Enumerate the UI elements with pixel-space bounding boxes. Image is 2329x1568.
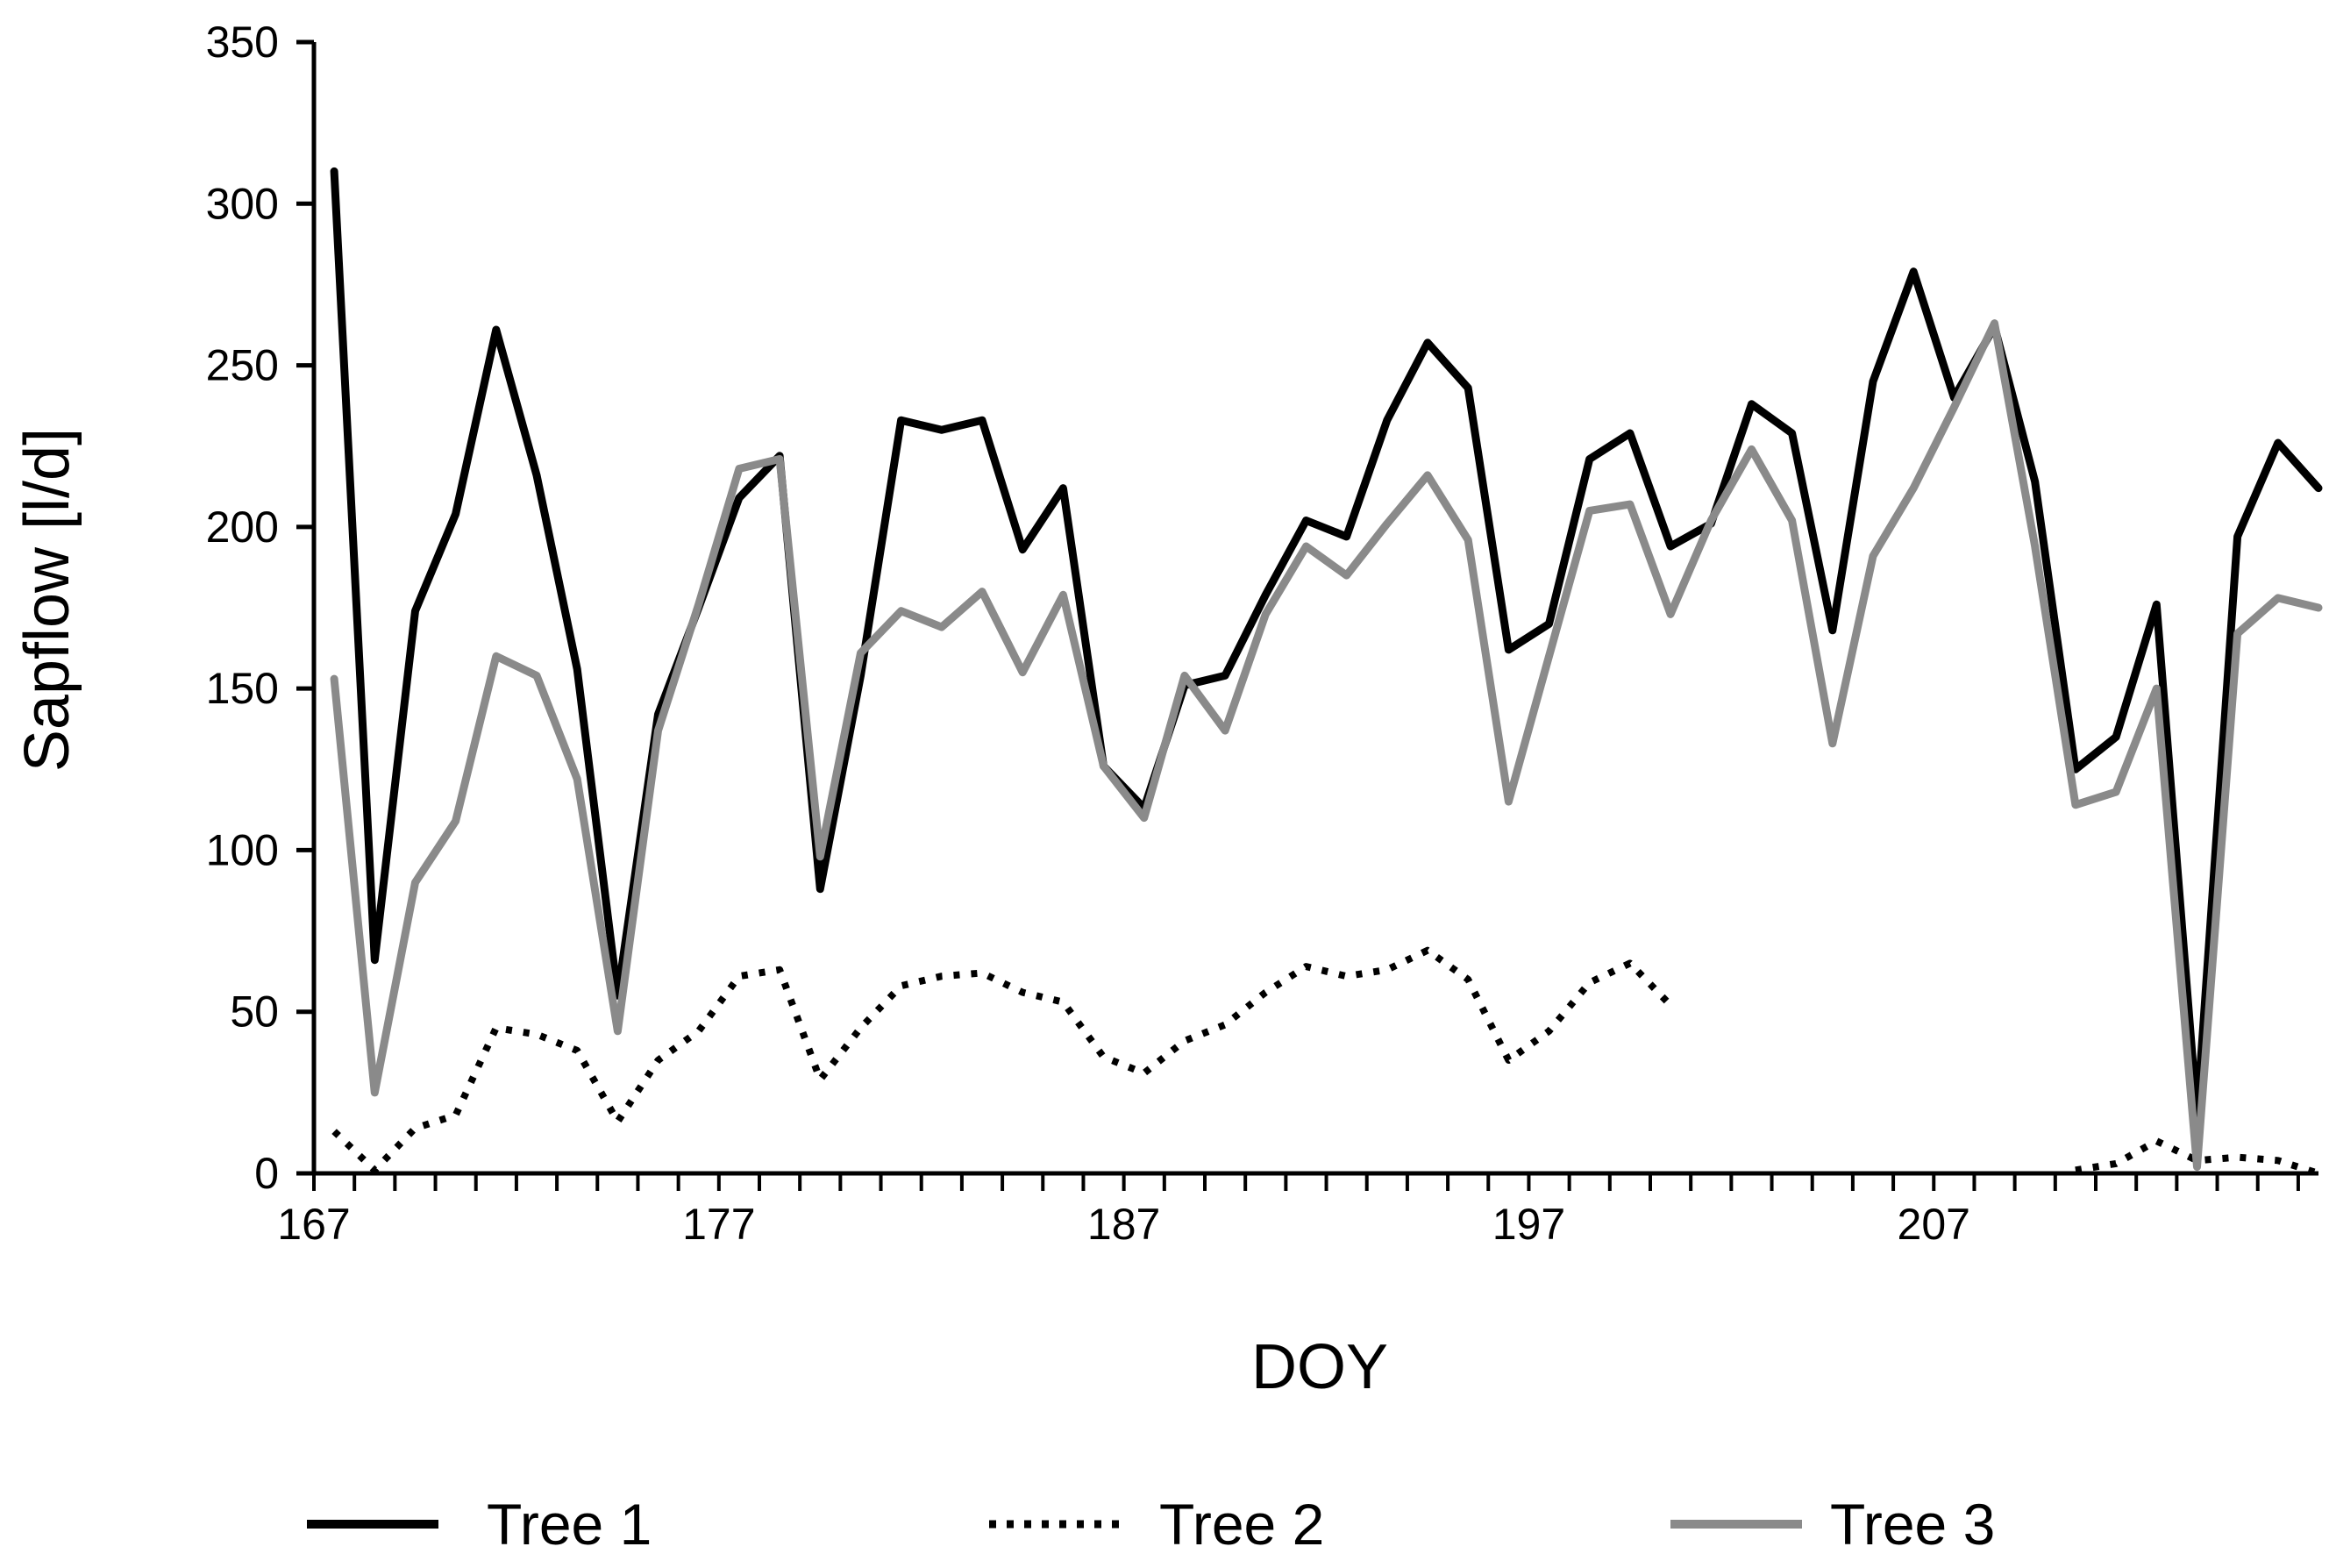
y-tick-label: 300	[206, 179, 279, 228]
x-tick-label: 177	[682, 1200, 755, 1249]
y-tick-label: 250	[206, 341, 279, 390]
legend-label-tree-2: Tree 2	[1159, 1492, 1324, 1557]
y-tick-label: 350	[206, 18, 279, 67]
series-line-tree-2	[331, 946, 1673, 1174]
series-line-tree-3	[330, 319, 2323, 1172]
legend-label-tree-1: Tree 1	[487, 1492, 652, 1557]
axes	[296, 39, 2318, 1191]
y-tick-label: 200	[206, 502, 279, 552]
x-tick-label: 207	[1898, 1200, 1970, 1249]
x-tick-label: 197	[1492, 1200, 1565, 1249]
y-tick-label: 150	[206, 664, 279, 713]
y-tick-label: 0	[254, 1149, 279, 1198]
y-tick-label: 50	[230, 987, 279, 1037]
tick-labels: 0 50 100 150 200 250 300 350 167 177 187 197 207	[206, 18, 1970, 1249]
series-line-tree-2-late	[2075, 1137, 2320, 1177]
series-lines	[330, 167, 2323, 1177]
x-axis-title: DOY	[1251, 1332, 1388, 1402]
x-tick-label: 187	[1087, 1200, 1160, 1249]
legend: Tree 1 Tree 2 Tree 3	[307, 1492, 1995, 1557]
y-axis-title: Sapflow [l/d]	[12, 428, 82, 772]
y-tick-label: 100	[206, 825, 279, 874]
legend-label-tree-3: Tree 3	[1830, 1492, 1995, 1557]
x-tick-label: 167	[277, 1200, 350, 1249]
